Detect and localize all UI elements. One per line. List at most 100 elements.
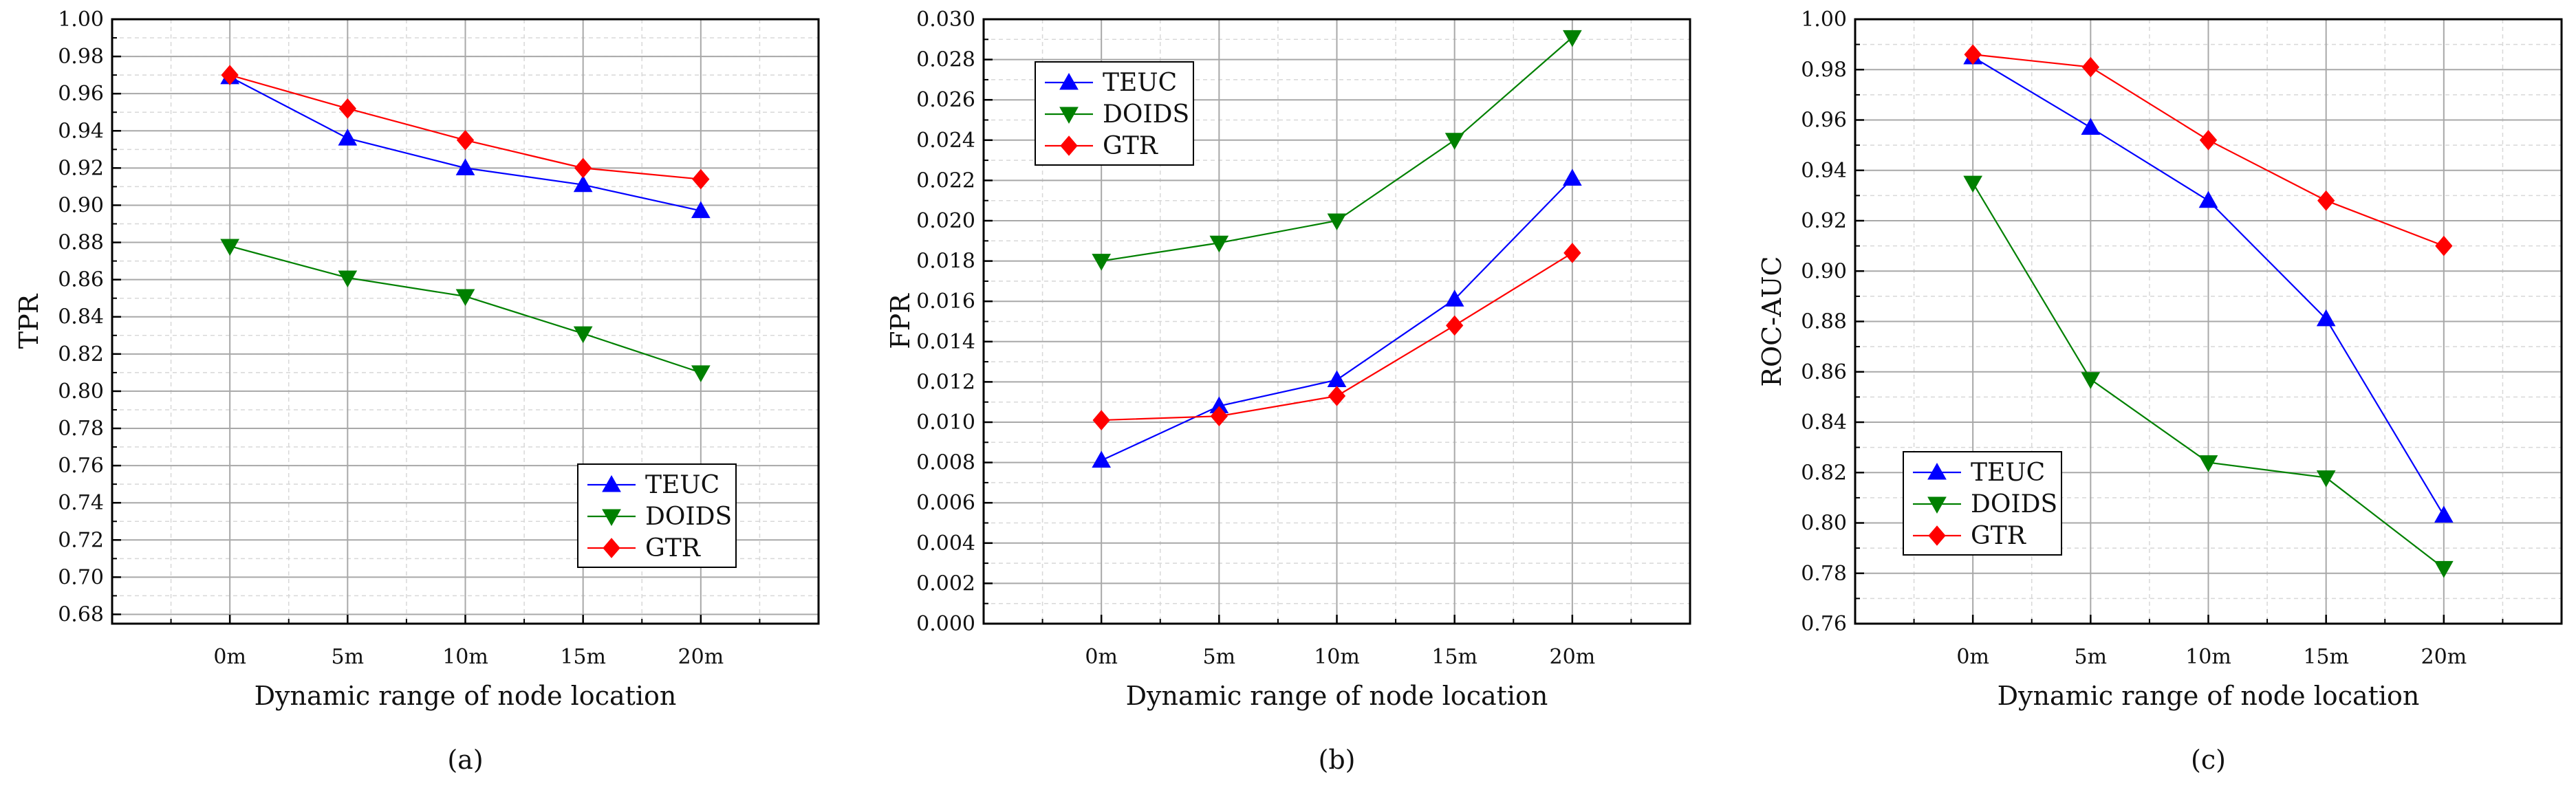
data-point-doids xyxy=(338,270,358,287)
y-tick-label: 0.76 xyxy=(58,454,104,478)
y-tick-label: 0.70 xyxy=(58,565,104,589)
y-tick-label: 0.90 xyxy=(1801,259,1847,283)
x-tick-label: 20m xyxy=(2421,645,2467,669)
legend-label: GTR xyxy=(645,534,701,562)
y-tick-label: 0.96 xyxy=(58,82,104,106)
y-tick-label: 0.010 xyxy=(916,411,975,435)
y-tick-label: 0.002 xyxy=(916,571,975,595)
data-point-gtr xyxy=(1563,243,1581,263)
figure-caption: (a) xyxy=(447,745,483,775)
data-point-teuc xyxy=(2198,190,2218,208)
data-point-doids xyxy=(455,289,475,307)
y-tick-label: 0.82 xyxy=(1801,461,1847,485)
y-tick-label: 0.82 xyxy=(58,342,104,366)
data-point-teuc xyxy=(2434,505,2454,523)
x-tick-label: 15m xyxy=(560,645,606,669)
data-point-gtr xyxy=(338,98,356,119)
data-point-doids xyxy=(220,239,240,256)
data-point-teuc xyxy=(2316,309,2336,327)
data-point-doids xyxy=(1562,30,1582,47)
y-tick-label: 0.98 xyxy=(58,45,104,69)
y-tick-label: 0.88 xyxy=(1801,310,1847,334)
legend-label: DOIDS xyxy=(1971,490,2057,518)
legend: TEUC DOIDS GTR xyxy=(1035,61,1194,166)
data-point-gtr xyxy=(1446,315,1464,336)
x-tick-label: 10m xyxy=(1314,645,1360,669)
data-point-gtr xyxy=(1210,406,1228,426)
data-point-teuc xyxy=(1444,289,1464,307)
y-tick-label: 0.000 xyxy=(916,612,975,636)
data-point-teuc xyxy=(691,201,711,219)
data-point-doids xyxy=(2198,455,2218,472)
y-tick-label: 0.96 xyxy=(1801,109,1847,133)
legend-label: TEUC xyxy=(645,471,719,499)
y-tick-label: 0.020 xyxy=(916,209,975,233)
y-tick-label: 0.90 xyxy=(58,193,104,217)
y-tick-label: 0.92 xyxy=(58,156,104,180)
y-tick-label: 0.008 xyxy=(916,451,975,475)
data-point-doids xyxy=(1444,133,1464,150)
legend-label: GTR xyxy=(1971,522,2026,550)
y-tick-label: 0.98 xyxy=(1801,58,1847,82)
legend-marker xyxy=(1927,462,1947,480)
data-point-teuc xyxy=(1092,450,1112,468)
x-tick-label: 5m xyxy=(332,645,365,669)
y-tick-label: 0.86 xyxy=(58,268,104,292)
x-tick-label: 0m xyxy=(213,645,246,669)
x-axis-label: Dynamic range of node location xyxy=(1998,681,2420,711)
x-tick-label: 0m xyxy=(1085,645,1118,669)
y-axis-label: ROC-AUC xyxy=(1757,256,1787,386)
x-axis-label: Dynamic range of node location xyxy=(1126,681,1548,711)
legend: TEUC DOIDS GTR xyxy=(577,463,737,568)
y-tick-label: 0.78 xyxy=(58,417,104,441)
data-point-gtr xyxy=(692,168,710,190)
legend-label: GTR xyxy=(1103,132,1158,160)
x-tick-label: 5m xyxy=(1203,645,1236,669)
x-tick-label: 5m xyxy=(2075,645,2108,669)
y-tick-label: 0.012 xyxy=(916,370,975,394)
chart-panel-a: 0.68 0.70 0.72 0.74 0.76 0.78 0.80 0.82 0.84 0.86… xyxy=(14,8,820,775)
data-point-teuc xyxy=(1327,370,1347,387)
x-tick-label: 10m xyxy=(2185,645,2231,669)
x-tick-label: 10m xyxy=(442,645,488,669)
y-tick-label: 0.68 xyxy=(58,602,104,626)
figure-caption: (c) xyxy=(2191,745,2226,775)
legend-label: TEUC xyxy=(1971,459,2045,487)
data-point-teuc xyxy=(1562,168,1582,186)
data-point-gtr xyxy=(2081,56,2099,78)
data-point-doids xyxy=(1327,213,1347,231)
y-tick-label: 0.88 xyxy=(58,231,104,255)
x-tick-label: 15m xyxy=(2303,645,2349,669)
y-tick-label: 0.94 xyxy=(58,119,104,143)
y-tick-label: 0.80 xyxy=(58,380,104,404)
y-tick-label: 0.024 xyxy=(916,129,975,153)
data-point-doids xyxy=(2316,470,2336,488)
data-point-gtr xyxy=(456,130,475,151)
data-point-doids xyxy=(573,326,593,344)
y-tick-label: 0.030 xyxy=(916,8,975,32)
legend-marker xyxy=(602,509,621,527)
y-tick-label: 1.00 xyxy=(58,8,104,32)
data-point-gtr xyxy=(2317,190,2335,211)
y-tick-label: 0.022 xyxy=(916,168,975,193)
y-axis-label: TPR xyxy=(14,293,44,349)
y-tick-label: 0.74 xyxy=(58,491,104,515)
y-tick-label: 0.016 xyxy=(916,289,975,314)
legend-marker xyxy=(602,474,621,492)
data-point-doids xyxy=(2434,560,2454,578)
legend-label: DOIDS xyxy=(645,503,732,531)
legend-marker xyxy=(1927,496,1947,514)
chart-panel-b: 0.000 0.002 0.004 0.006 0.008 0.010 0.012 0.014… xyxy=(885,8,1691,775)
data-point-doids xyxy=(2081,372,2101,389)
legend-marker xyxy=(1059,72,1079,90)
y-tick-label: 1.00 xyxy=(1801,8,1847,32)
y-axis-label: FPR xyxy=(885,293,916,349)
y-tick-label: 0.84 xyxy=(1801,411,1847,435)
y-tick-label: 0.84 xyxy=(58,305,104,329)
y-tick-label: 0.94 xyxy=(1801,159,1847,183)
y-tick-label: 0.018 xyxy=(916,250,975,274)
x-tick-label: 0m xyxy=(1956,645,1989,669)
y-tick-label: 0.78 xyxy=(1801,562,1847,586)
data-point-doids xyxy=(1963,175,1983,193)
